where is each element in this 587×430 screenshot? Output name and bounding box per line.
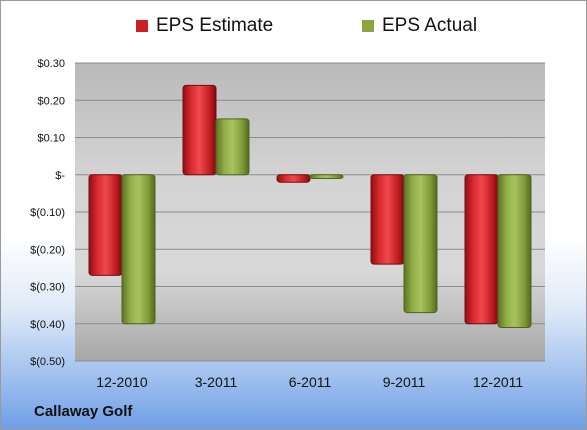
bar-eps-actual-12-2011 [497, 174, 532, 328]
y-tick-label: $0.10 [37, 133, 65, 145]
legend-label-actual: EPS Actual [382, 15, 478, 36]
bar-eps-estimate-12-2010 [88, 174, 123, 276]
bar-eps-actual-12-2010 [121, 174, 156, 325]
legend-item-eps-estimate: EPS Estimate [136, 15, 273, 37]
y-tick-label: $0.30 [37, 58, 65, 70]
x-category-label: 3-2011 [195, 374, 238, 390]
bar-eps-actual-3-2011 [215, 118, 250, 176]
legend-label-estimate: EPS Estimate [156, 15, 274, 36]
bars [88, 84, 532, 328]
y-tick-label: $- [55, 170, 65, 182]
x-category-label: 12-2011 [473, 374, 524, 390]
company-name: Callaway Golf [34, 403, 133, 420]
bar-eps-actual-9-2011 [403, 174, 438, 314]
y-tick-label: $(0.20) [30, 244, 65, 256]
bar-eps-estimate-3-2011 [182, 84, 217, 176]
x-category-label: 9-2011 [383, 374, 426, 390]
x-category-label: 12-2010 [96, 374, 148, 390]
bar-eps-estimate-9-2011 [370, 174, 405, 265]
legend-swatch-actual [362, 20, 374, 32]
x-category-label: 6-2011 [289, 374, 332, 390]
y-tick-label: $(0.30) [30, 282, 65, 294]
y-tick-label: $(0.10) [30, 207, 65, 219]
y-axis-ticks: $0.30 $0.20 $0.10 $- $(0.10) $(0.20) $(0.30) $(… [30, 58, 65, 368]
legend-item-eps-actual: EPS Actual [362, 15, 477, 37]
bar-eps-estimate-6-2011 [276, 174, 311, 183]
y-tick-label: $(0.50) [30, 356, 65, 368]
y-tick-label: $0.20 [37, 95, 65, 107]
bar-eps-estimate-12-2011 [464, 174, 499, 325]
legend-swatch-estimate [136, 20, 148, 32]
bar-eps-actual-6-2011 [309, 174, 344, 179]
x-axis-categories: 12-2010 3-2011 6-2011 9-2011 12-2011 [96, 374, 523, 390]
y-tick-label: $(0.40) [30, 319, 65, 331]
